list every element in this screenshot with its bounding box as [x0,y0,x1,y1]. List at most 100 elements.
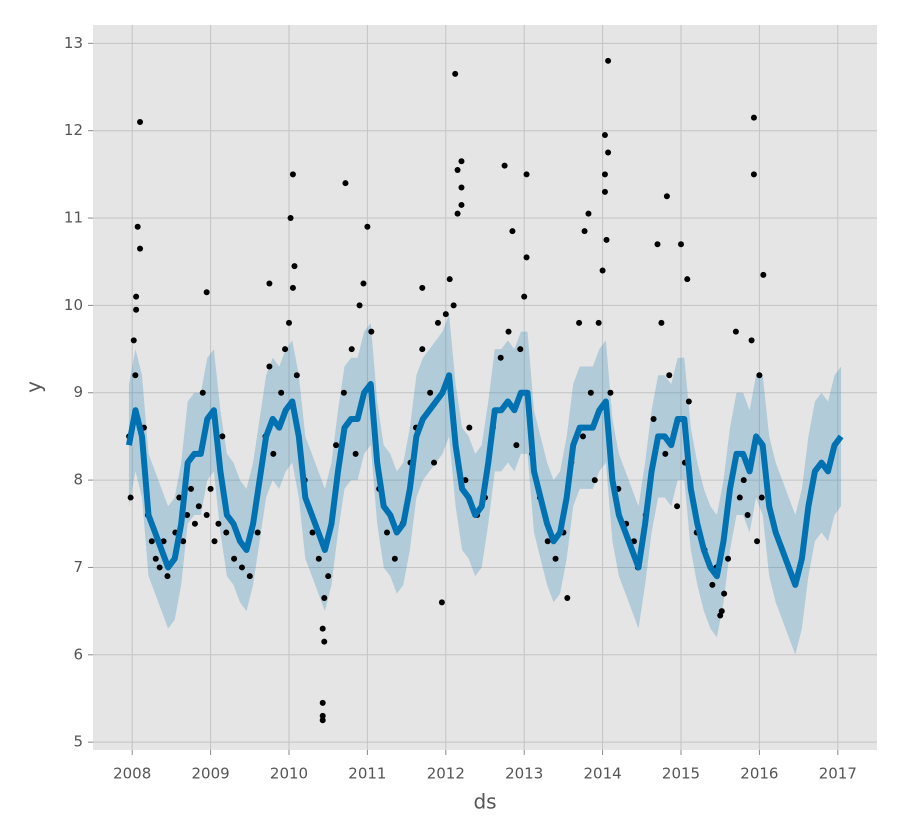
y-tick-label: 12 [64,121,83,139]
observed-point [278,389,285,396]
observed-point [544,538,551,545]
x-tick-label: 2015 [662,765,700,783]
observed-point [391,555,398,562]
observed-point [211,538,218,545]
observed-point [352,450,359,457]
observed-point [732,328,739,335]
observed-point [176,494,183,501]
observed-point [605,57,612,64]
observed-point [164,573,171,580]
observed-point [601,171,608,178]
observed-point [678,241,684,248]
x-axis-title: ds [473,790,496,814]
observed-point [287,215,294,222]
y-tick-label: 13 [64,34,83,52]
observed-point [446,276,453,283]
y-tick-label: 7 [73,558,83,576]
observed-point [319,717,326,724]
observed-point [517,346,524,353]
observed-point [309,529,316,536]
observed-point [319,699,326,706]
forecast-line [125,372,844,588]
observed-point [215,520,222,527]
observed-point [513,442,520,449]
observed-point [321,595,328,602]
observed-point [286,319,292,326]
observed-point [254,529,261,536]
observed-point [156,564,163,571]
observed-point [333,442,340,449]
observed-point [434,319,441,326]
observed-point [725,555,732,562]
observed-point [576,319,583,326]
observed-point [289,171,296,178]
observed-point [523,254,530,261]
observed-point [127,494,134,501]
observed-point [246,573,253,580]
observed-point [419,284,426,291]
observed-point [509,228,516,235]
observed-point [203,512,210,519]
x-tick-label: 2009 [192,765,230,783]
observed-point [718,608,725,615]
y-axis-title: y [22,381,46,393]
observed-point [581,228,588,235]
observed-point [750,171,757,178]
observed-point [580,433,586,440]
observed-point [431,459,438,466]
x-tick-label: 2017 [819,765,857,783]
marks [125,57,844,724]
y-tick-label: 11 [64,209,83,227]
observed-point [601,132,608,139]
x-tick-label: 2013 [505,765,543,783]
observed-point [552,555,559,562]
observed-point [750,114,757,121]
y-tick-label: 10 [64,296,83,314]
observed-point [427,389,434,396]
observed-point [188,485,194,492]
observed-point [666,372,673,379]
observed-point [758,494,765,501]
observed-point [266,363,273,370]
observed-point [319,625,326,632]
observed-point [736,494,743,501]
observed-point [133,306,140,313]
observed-point [368,328,375,335]
observed-point [148,538,155,545]
observed-point [564,595,571,602]
x-tick-label: 2014 [584,765,622,783]
y-tick-label: 9 [73,383,83,401]
observed-point [238,564,245,571]
observed-point [497,354,504,361]
observed-point [458,184,465,191]
observed-point [674,503,681,510]
observed-point [721,590,728,597]
observed-point [654,241,661,248]
observed-point [291,263,298,270]
observed-point [419,346,426,353]
x-tick-label: 2008 [113,765,151,783]
observed-point [662,450,669,457]
observed-point [591,477,598,484]
observed-point [585,210,592,217]
x-tick-label: 2011 [348,765,386,783]
observed-point [266,280,273,287]
observed-point [466,424,473,431]
observed-point [450,302,457,309]
observed-point [458,201,465,208]
observed-point [132,372,139,379]
observed-point [342,180,349,187]
observed-point [207,485,214,492]
observed-point [523,171,530,178]
observed-point [744,512,751,519]
observed-point [270,450,277,457]
observed-point [685,398,692,405]
observed-point [607,389,614,396]
observed-point [152,555,159,562]
observed-point [360,280,367,287]
grid [93,25,877,750]
observed-point [219,433,226,440]
observed-point [199,389,206,396]
